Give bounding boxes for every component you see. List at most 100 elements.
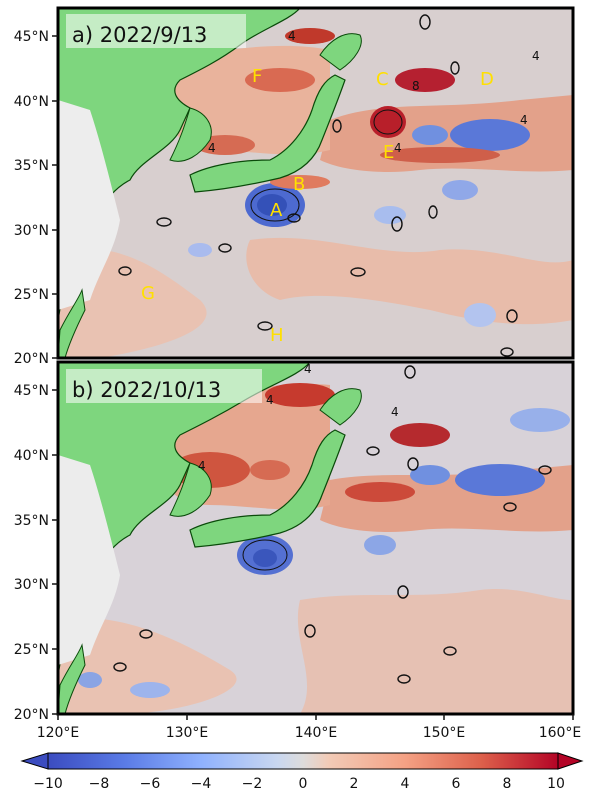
contour-label: 4	[208, 141, 216, 155]
region-label-A: A	[270, 200, 283, 221]
warm-patch	[297, 588, 573, 714]
cold-band	[450, 119, 530, 151]
region-label-E: E	[383, 142, 394, 163]
cold-band	[455, 464, 545, 496]
contour-label: 8	[412, 79, 420, 93]
cold-eddy-core	[257, 194, 287, 216]
warm-patch	[285, 28, 335, 44]
colorbar-extend-low	[20, 752, 49, 770]
region-label-F: F	[252, 66, 262, 87]
warm-patch	[58, 618, 237, 714]
region-label-G: G	[141, 283, 155, 304]
colorbar-tick: −2	[242, 776, 263, 792]
colorbar-tick: −6	[140, 776, 161, 792]
lat-tick-label: 40°N	[14, 448, 49, 464]
lat-tick-label: 35°N	[14, 513, 49, 529]
lat-tick-label: 30°N	[14, 223, 49, 239]
contour-label: 4	[288, 29, 296, 43]
panel-a: 4 4 4 8 4 4 a) 2022/9/13 A B C D E F G H	[56, 6, 575, 360]
warm-eddy-E	[370, 106, 406, 138]
warm-patch	[250, 460, 290, 480]
contour-line	[443, 646, 457, 656]
panel-label-bg	[66, 369, 262, 403]
cold-band	[412, 125, 448, 145]
contour-label: 4	[520, 113, 528, 127]
contour-line	[506, 309, 518, 323]
shelf-sea-east-china	[58, 455, 120, 665]
contour-line	[428, 205, 438, 219]
warm-band	[380, 147, 500, 163]
contour-line	[304, 624, 316, 638]
contour-line	[397, 585, 409, 599]
lon-tick-label: 160°E	[539, 725, 582, 741]
lat-tick-label: 25°N	[14, 642, 49, 658]
colorbar-tick: −8	[89, 776, 110, 792]
land-japan	[189, 74, 346, 193]
contour-label: 4	[266, 393, 274, 407]
lon-tick-label: 130°E	[166, 725, 209, 741]
contour-line	[450, 61, 460, 75]
contour-line	[373, 109, 403, 135]
latitude-axis-a: 45°N 40°N 35°N 30°N 25°N 20°N	[14, 29, 58, 367]
land-korea	[169, 107, 212, 162]
colorbar-tick: 0	[299, 776, 308, 792]
contour-line	[242, 539, 288, 571]
lon-tick-label: 140°E	[295, 725, 338, 741]
contour-label: 4	[532, 49, 540, 63]
warm-patch	[246, 237, 573, 325]
cold-patch	[374, 206, 406, 224]
cold-patch	[130, 682, 170, 698]
contour-line	[250, 188, 300, 222]
cold-patch	[464, 303, 496, 327]
lat-tick-label: 40°N	[14, 94, 49, 110]
longitude-axis: 120°E 130°E 140°E 150°E 160°E	[37, 714, 582, 741]
latitude-axis-b: 45°N 40°N 35°N 30°N 25°N 20°N	[14, 383, 58, 723]
panel-b-map: 4 4 4 4	[58, 362, 573, 714]
lat-tick-label: 35°N	[14, 158, 49, 174]
contour-line	[397, 674, 411, 684]
region-label-B: B	[293, 174, 305, 195]
land-hokkaido	[319, 33, 362, 71]
cold-patch	[78, 672, 102, 688]
lon-tick-label: 120°E	[37, 725, 80, 741]
colorbar-tick: 8	[503, 776, 512, 792]
cold-patch	[364, 535, 396, 555]
colorbar-tick: 2	[350, 776, 359, 792]
cold-patch	[442, 180, 478, 200]
colorbar-extend-high	[557, 752, 584, 770]
contour-line	[404, 365, 416, 379]
contour-line	[218, 243, 232, 253]
colorbar-tick: 6	[452, 776, 461, 792]
cold-patch	[188, 243, 212, 257]
land-taiwan	[58, 643, 86, 714]
panel-b: 4 4 4 4 b) 2022/10/13	[56, 360, 575, 716]
warm-patch	[245, 68, 315, 92]
contour-line	[257, 321, 273, 331]
warm-eddy-C	[395, 68, 455, 92]
cold-band	[410, 465, 450, 485]
contour-line	[503, 502, 517, 512]
land-japan	[189, 429, 346, 548]
panel-label-bg	[66, 14, 246, 48]
shelf-sea-east-china	[58, 100, 120, 310]
region-label-C: C	[376, 69, 389, 90]
lat-tick-label: 30°N	[14, 577, 49, 593]
warm-patch	[265, 383, 335, 407]
region-label-H: H	[270, 325, 284, 346]
contour-line	[156, 217, 172, 227]
colorbar-tick: 4	[401, 776, 410, 792]
colorbar-tick: −10	[33, 776, 63, 792]
warm-band	[345, 482, 415, 502]
contour-label: 4	[198, 459, 206, 473]
colorbar-tick: 10	[547, 776, 565, 792]
warm-eddy	[390, 423, 450, 447]
panel-label: a) 2022/9/13	[72, 23, 207, 47]
contour-line	[366, 446, 380, 456]
lat-tick-label: 20°N	[14, 707, 49, 723]
land-taiwan	[58, 288, 86, 358]
warm-eddy-B	[270, 175, 330, 189]
lon-tick-label: 150°E	[423, 725, 466, 741]
contour-line	[500, 347, 514, 357]
contour-label: 4	[304, 362, 312, 376]
